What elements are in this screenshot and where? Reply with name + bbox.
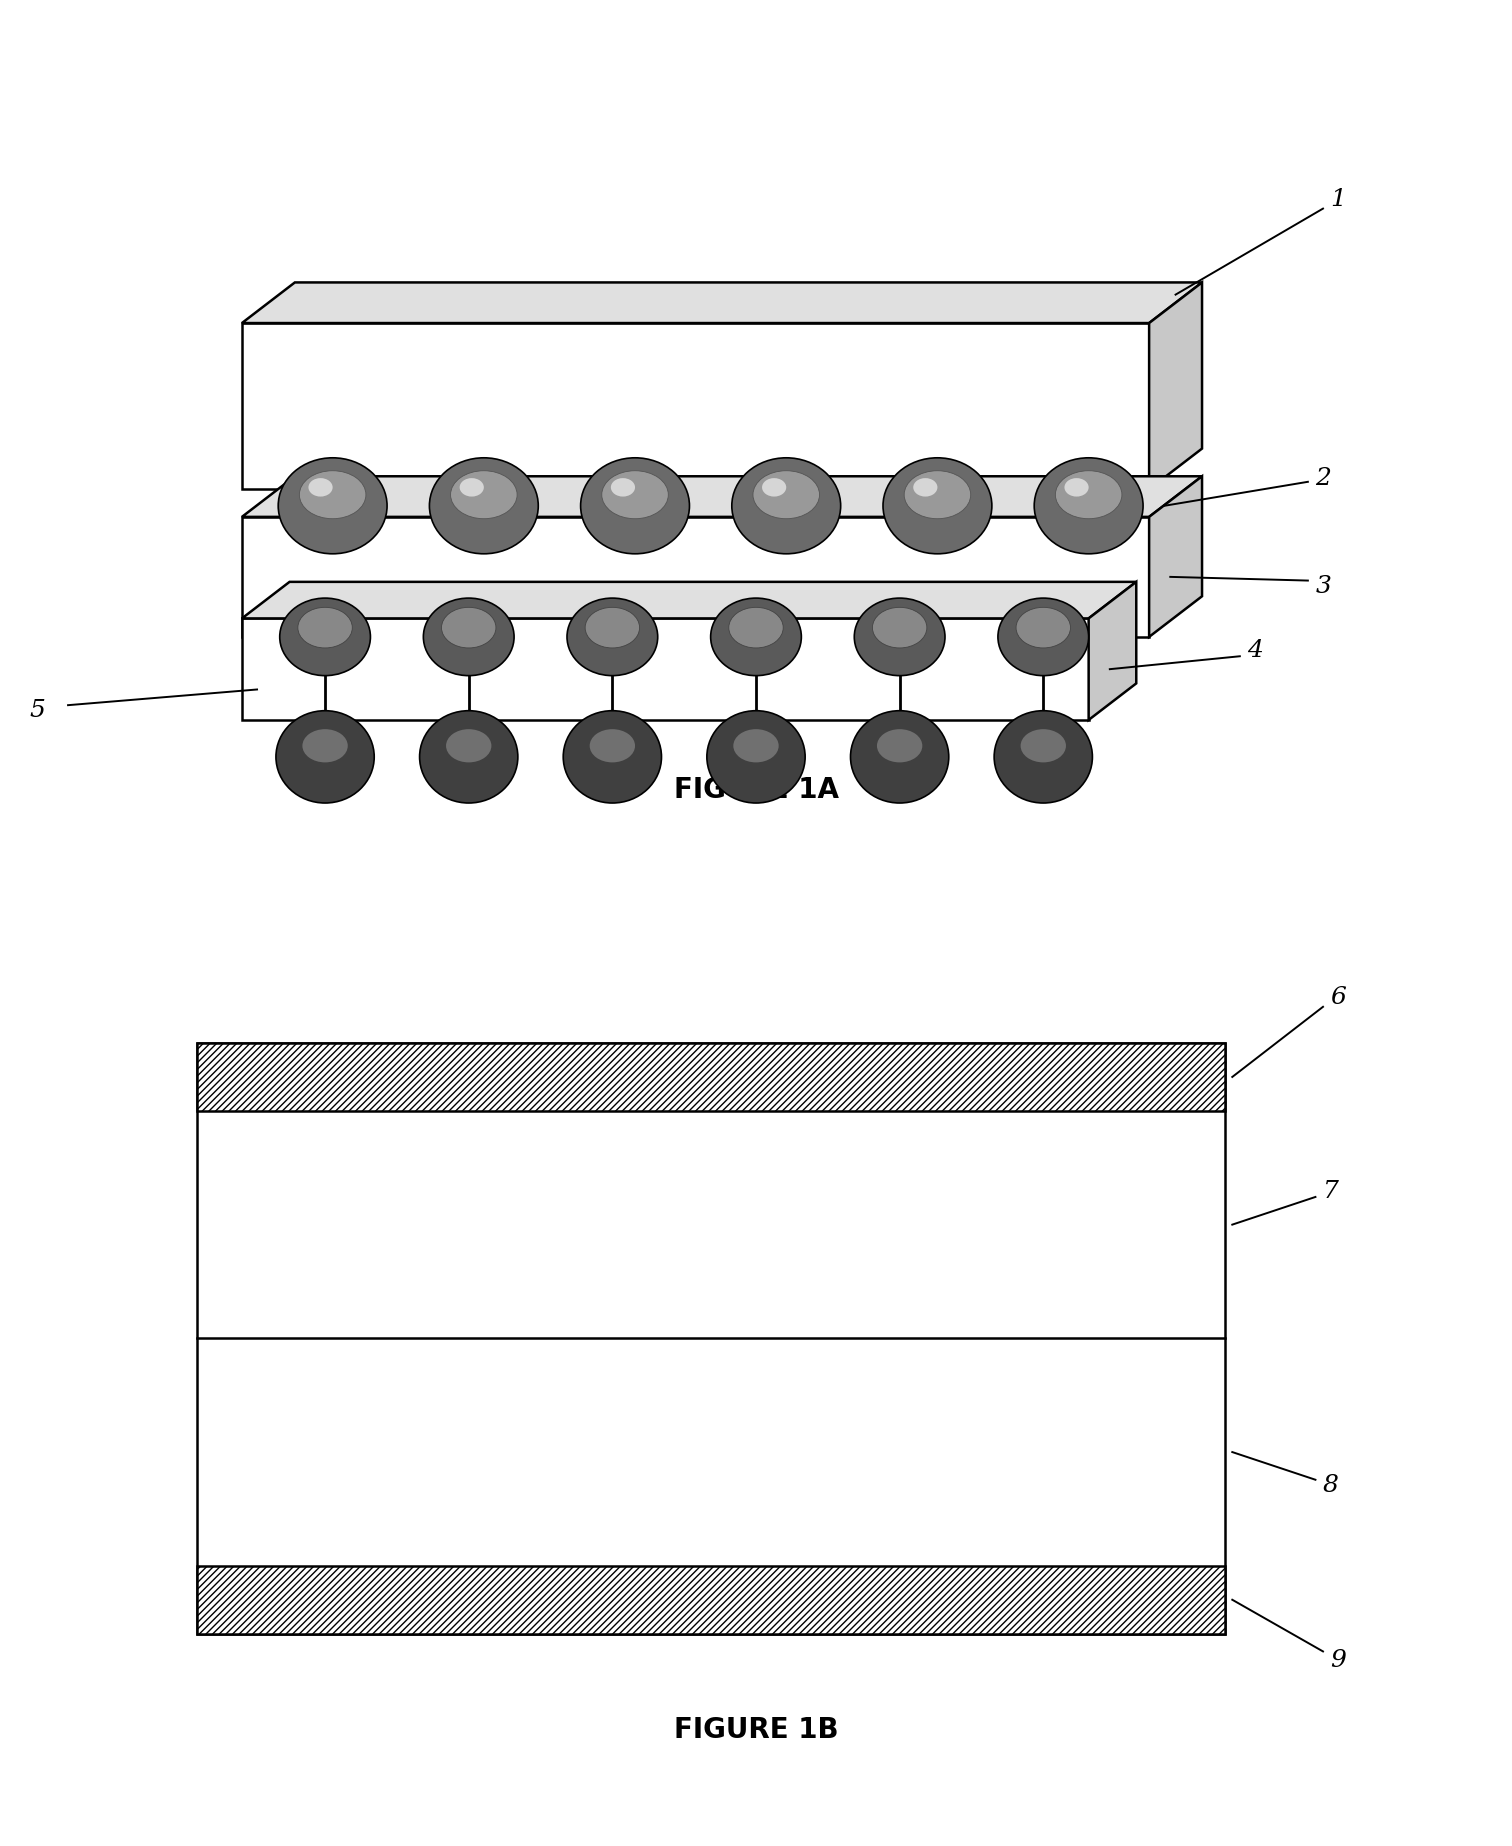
Ellipse shape [711,598,801,676]
Ellipse shape [1016,607,1070,648]
Ellipse shape [419,711,517,803]
Ellipse shape [1064,478,1089,497]
Polygon shape [242,282,1202,323]
Text: 5: 5 [30,700,45,722]
Text: 8: 8 [1323,1473,1338,1497]
Text: 7: 7 [1323,1180,1338,1204]
Polygon shape [242,323,1149,489]
Ellipse shape [729,607,783,648]
Ellipse shape [298,607,352,648]
Ellipse shape [451,471,517,519]
Ellipse shape [308,478,333,497]
Bar [197,1043,1225,1634]
Ellipse shape [278,458,387,554]
Ellipse shape [1055,471,1122,519]
Text: 9: 9 [1331,1648,1346,1672]
Polygon shape [1149,476,1202,637]
Ellipse shape [423,598,514,676]
Ellipse shape [1034,458,1143,554]
Ellipse shape [302,729,348,762]
Text: FIGURE 1B: FIGURE 1B [674,1715,838,1744]
Text: 3: 3 [1315,574,1331,598]
Ellipse shape [762,478,786,497]
Ellipse shape [904,471,971,519]
Ellipse shape [611,478,635,497]
Polygon shape [242,581,1137,618]
Text: 4: 4 [1247,639,1263,663]
Polygon shape [1149,282,1202,489]
Polygon shape [242,476,1202,517]
Text: 6: 6 [1331,986,1346,1010]
Ellipse shape [460,478,484,497]
Ellipse shape [706,711,804,803]
Ellipse shape [872,607,927,648]
Ellipse shape [581,458,689,554]
Ellipse shape [732,458,841,554]
Ellipse shape [590,729,635,762]
Bar [197,1565,1225,1634]
Ellipse shape [280,598,370,676]
Ellipse shape [1021,729,1066,762]
Text: 1: 1 [1331,188,1346,210]
Bar [197,1043,1225,1111]
Ellipse shape [733,729,779,762]
Ellipse shape [998,598,1089,676]
Ellipse shape [585,607,640,648]
Polygon shape [242,517,1149,637]
Ellipse shape [995,711,1092,803]
Ellipse shape [854,598,945,676]
Ellipse shape [299,471,366,519]
Ellipse shape [913,478,937,497]
Ellipse shape [883,458,992,554]
Text: 2: 2 [1315,467,1331,489]
Text: FIGURE 1A: FIGURE 1A [673,775,839,805]
Ellipse shape [850,711,950,803]
Polygon shape [242,618,1089,720]
Ellipse shape [567,598,658,676]
Ellipse shape [442,607,496,648]
Ellipse shape [602,471,668,519]
Polygon shape [1089,581,1137,720]
Ellipse shape [275,711,373,803]
Ellipse shape [562,711,661,803]
Ellipse shape [446,729,491,762]
Ellipse shape [753,471,820,519]
Ellipse shape [429,458,538,554]
Ellipse shape [877,729,922,762]
